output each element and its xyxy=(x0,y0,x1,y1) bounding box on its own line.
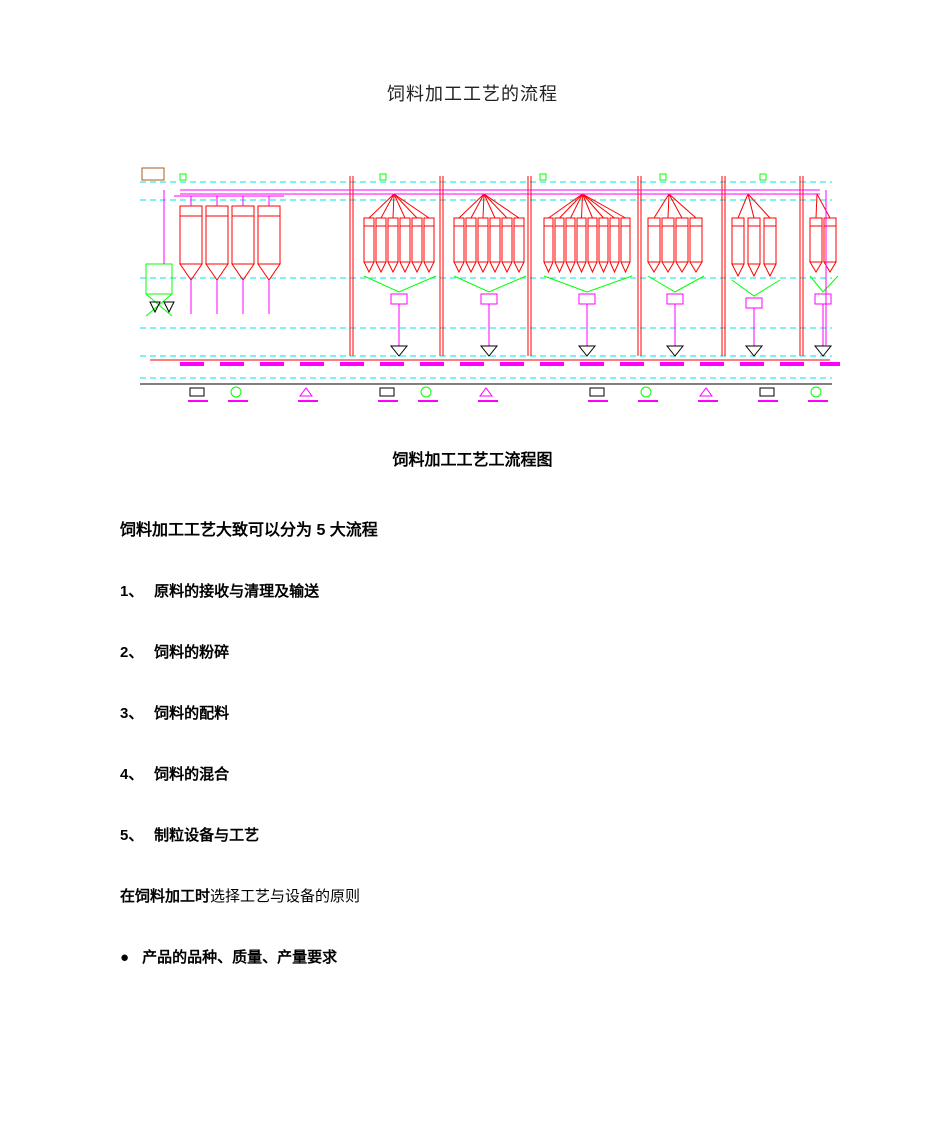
bullet-item: ● 产品的品种、质量、产量要求 xyxy=(120,946,825,967)
step-item: 3、 饲料的配料 xyxy=(120,702,825,723)
step-number: 1、 xyxy=(120,580,150,601)
step-item: 4、 饲料的混合 xyxy=(120,763,825,784)
step-label: 饲料的粉碎 xyxy=(154,644,229,661)
bullets-list: ● 产品的品种、质量、产量要求 xyxy=(120,946,825,967)
step-number: 5、 xyxy=(120,824,150,845)
step-label: 饲料的混合 xyxy=(154,766,229,783)
principles-intro-rest: 选择工艺与设备的原则 xyxy=(210,888,360,905)
step-number: 4、 xyxy=(120,763,150,784)
process-flow-diagram xyxy=(120,146,840,416)
principles-intro-bold: 在饲料加工时 xyxy=(120,888,210,905)
bullet-text: 产品的品种、质量、产量要求 xyxy=(138,949,337,966)
doc-title: 饲料加工工艺的流程 xyxy=(120,80,825,106)
process-flow-svg xyxy=(120,146,840,416)
step-number: 3、 xyxy=(120,702,150,723)
principles-intro: 在饲料加工时选择工艺与设备的原则 xyxy=(120,885,825,906)
section-intro: 饲料加工工艺大致可以分为 5 大流程 xyxy=(120,516,825,540)
step-item: 1、 原料的接收与清理及输送 xyxy=(120,580,825,601)
step-number: 2、 xyxy=(120,641,150,662)
document-page: 饲料加工工艺的流程 饲料加工工艺工流程图 饲料加工工艺大致可以分为 5 大流程 … xyxy=(0,0,945,1123)
step-item: 5、 制粒设备与工艺 xyxy=(120,824,825,845)
steps-list: 1、 原料的接收与清理及输送 2、 饲料的粉碎 3、 饲料的配料 4、 饲料的混合 5、… xyxy=(120,580,825,845)
step-label: 饲料的配料 xyxy=(154,705,229,722)
step-label: 原料的接收与清理及输送 xyxy=(154,583,319,600)
diagram-caption: 饲料加工工艺工流程图 xyxy=(120,446,825,470)
bullet-dot-icon: ● xyxy=(120,949,138,966)
step-label: 制粒设备与工艺 xyxy=(154,827,259,844)
step-item: 2、 饲料的粉碎 xyxy=(120,641,825,662)
